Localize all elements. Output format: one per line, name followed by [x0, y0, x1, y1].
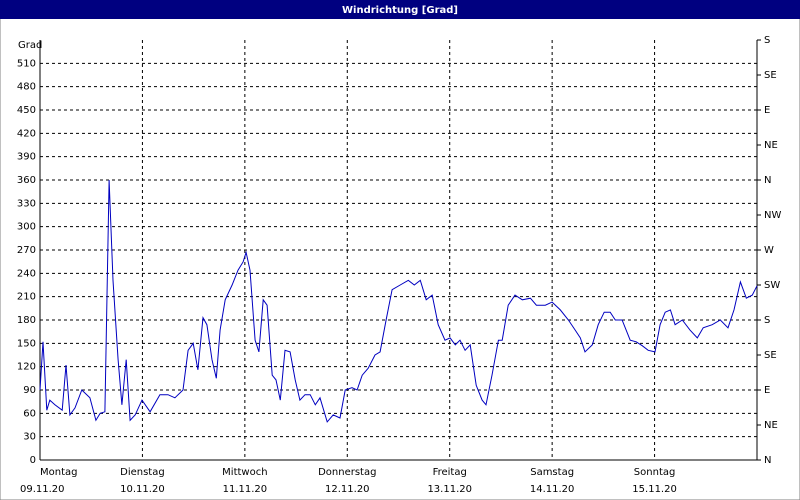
data-line — [39, 179, 758, 423]
y2-tick-label: SW — [764, 280, 780, 291]
y-tick-label: 30 — [23, 432, 36, 443]
y-tick-label: 330 — [17, 198, 36, 209]
x-tick-label: Freitag — [433, 467, 467, 478]
y2-tick-label: SE — [764, 350, 777, 361]
y2-tick-label: S — [764, 35, 770, 46]
y2-tick-label: SE — [764, 70, 777, 81]
y2-tick-label: W — [764, 245, 774, 256]
y-tick-label: 90 — [23, 385, 36, 396]
x-tick-label: Mittwoch — [222, 467, 267, 478]
x-tick-label: Sonntag — [634, 467, 676, 478]
y-tick-label: 420 — [17, 128, 36, 139]
y-tick-label: 240 — [17, 268, 36, 279]
y-tick-label: 480 — [17, 82, 36, 93]
y-tick-label: 180 — [17, 315, 36, 326]
y-axis-label: Grad — [18, 40, 42, 51]
y-tick-label: 150 — [17, 338, 36, 349]
y2-tick-label: NE — [764, 420, 778, 431]
y-tick-label: 360 — [17, 175, 36, 186]
y-tick-label: 450 — [17, 105, 36, 116]
x-tick-label: Dienstag — [120, 467, 165, 478]
y2-tick-label: E — [764, 385, 770, 396]
y-tick-label: 120 — [17, 362, 36, 373]
y-tick-label: 210 — [17, 292, 36, 303]
y-tick-label: 300 — [17, 222, 36, 233]
x-tick-label: Donnerstag — [318, 467, 376, 478]
x-tick-date: 14.11.20 — [530, 484, 575, 495]
x-tick-date: 10.11.20 — [120, 484, 165, 495]
y-tick-label: 270 — [17, 245, 36, 256]
y2-tick-label: N — [764, 455, 771, 466]
chart-title: Windrichtung [Grad] — [342, 5, 458, 16]
y-tick-label: 0 — [30, 455, 36, 466]
y-tick-label: 510 — [17, 58, 36, 69]
x-tick-date: 15.11.20 — [632, 484, 677, 495]
y2-tick-label: NE — [764, 140, 778, 151]
y2-tick-label: N — [764, 175, 771, 186]
x-tick-date: 12.11.20 — [325, 484, 370, 495]
x-tick-date: 11.11.20 — [223, 484, 268, 495]
y2-tick-label: E — [764, 105, 770, 116]
x-tick-date: 13.11.20 — [427, 484, 472, 495]
y2-tick-label: NW — [764, 210, 781, 221]
y-tick-label: 60 — [23, 408, 36, 419]
y-tick-label: 390 — [17, 152, 36, 163]
x-tick-date: 09.11.20 — [20, 484, 65, 495]
x-tick-label: Samstag — [530, 467, 574, 478]
title-bar — [0, 0, 800, 19]
y2-tick-label: S — [764, 315, 770, 326]
x-tick-label: Montag — [40, 467, 77, 478]
